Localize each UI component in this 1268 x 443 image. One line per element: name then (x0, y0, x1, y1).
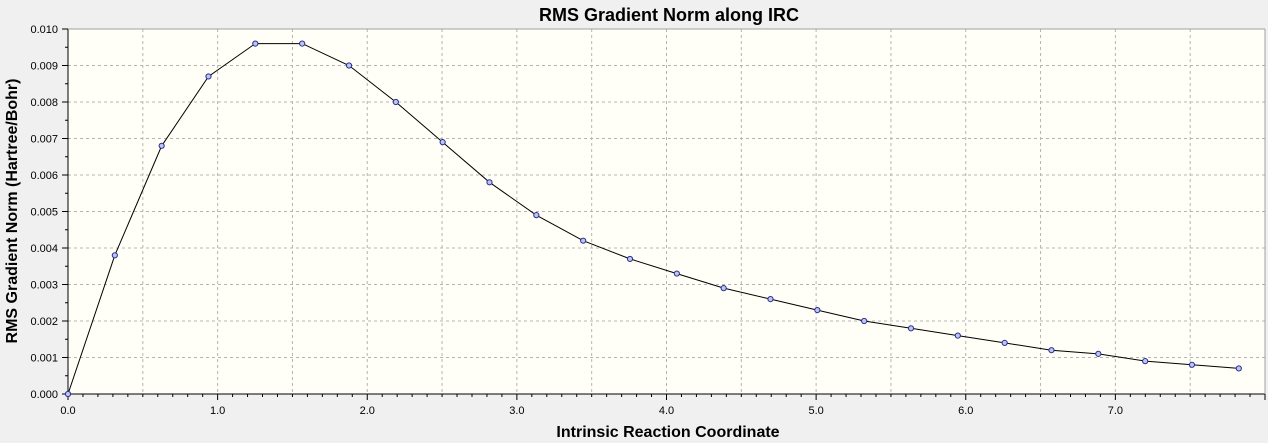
data-point (1048, 347, 1055, 354)
data-point (205, 73, 212, 80)
data-point (954, 332, 961, 339)
data-point (720, 285, 727, 292)
data-point (1095, 350, 1102, 357)
data-point (673, 270, 680, 277)
x-tick-label: 6.0 (958, 405, 973, 417)
y-tick-label: 0.004 (30, 243, 58, 255)
series-layer (64, 40, 1242, 398)
data-point (158, 142, 165, 149)
data-point (299, 40, 306, 47)
data-point (392, 98, 399, 106)
data-point (814, 306, 821, 314)
data-point (64, 390, 72, 398)
data-point (111, 252, 118, 259)
data-point (861, 317, 868, 325)
y-tick-label: 0.005 (30, 207, 58, 219)
y-tick-label: 0.001 (30, 353, 58, 365)
y-tick-label: 0.008 (30, 97, 58, 109)
data-point (580, 237, 587, 244)
data-point (533, 212, 540, 219)
y-tick-label: 0.003 (30, 280, 58, 292)
grid-layer (68, 28, 1265, 394)
y-tick-label: 0.006 (30, 170, 58, 182)
data-point (486, 179, 493, 186)
y-tick-label: 0.002 (30, 316, 58, 328)
data-point (767, 296, 774, 303)
x-axis-label: Intrinsic Reaction Coordinate (556, 424, 779, 441)
y-axis-label: RMS Gradient Norm (Hartree/Bohr) (4, 79, 21, 344)
data-point (1235, 365, 1242, 372)
data-point (439, 139, 446, 146)
axis-layer: 0.000 0.001 0.002 0.003 0.004 0.005 0.006 0.007… (30, 24, 1266, 417)
y-tick-label: 0.010 (30, 24, 58, 36)
x-tick-label: 0.0 (60, 405, 75, 417)
y-tick-label: 0.009 (30, 61, 58, 73)
y-tick-label: 0.007 (30, 134, 58, 146)
data-point (907, 325, 915, 332)
chart-title: RMS Gradient Norm along IRC (539, 5, 799, 25)
data-point (252, 40, 259, 47)
x-tick-label: 5.0 (808, 405, 823, 417)
x-tick-label: 7.0 (1108, 405, 1123, 417)
data-point (345, 62, 353, 69)
series-line (67, 43, 1239, 395)
data-point (1142, 358, 1149, 365)
data-point (626, 255, 634, 263)
x-tick-label: 2.0 (360, 405, 375, 417)
x-tick-label: 1.0 (210, 405, 225, 417)
x-tick-label: 4.0 (659, 405, 674, 417)
data-point (1001, 339, 1008, 346)
data-point (1188, 361, 1196, 368)
y-tick-label: 0.000 (30, 389, 58, 401)
x-tick-label: 3.0 (509, 405, 524, 417)
